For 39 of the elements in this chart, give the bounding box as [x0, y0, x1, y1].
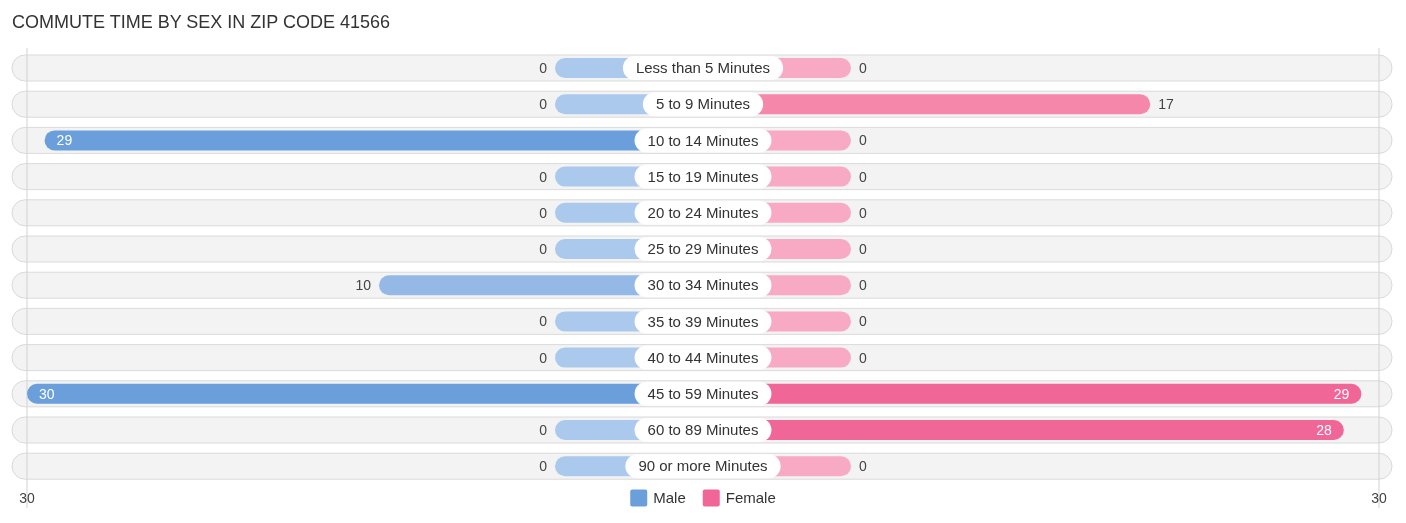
y-tick-label: 35 to 39 Minutes [647, 312, 759, 330]
y-tick-label: 40 to 44 Minutes [647, 348, 759, 366]
data-label: 0 [539, 59, 548, 76]
data-label: 17 [1158, 96, 1174, 113]
data-label: 29 [56, 132, 73, 149]
y-tick-label: 60 to 89 Minutes [647, 421, 759, 439]
data-label: 0 [859, 277, 867, 294]
data-label: 29 [1333, 385, 1350, 402]
data-label: 0 [859, 168, 867, 185]
y-tick-label: 10 to 14 Minutes [647, 131, 759, 149]
legend-label: Male [653, 489, 686, 507]
chart-title: COMMUTE TIME BY SEX IN ZIP CODE 41566 [12, 12, 391, 33]
data-label: 0 [859, 349, 867, 366]
data-label: 0 [539, 240, 548, 257]
data-label: 0 [539, 313, 548, 330]
data-label: 28 [1316, 421, 1333, 438]
data-label: 0 [859, 132, 867, 149]
data-label: 0 [859, 458, 867, 475]
y-tick-label: 25 to 29 Minutes [647, 240, 759, 258]
data-label: 0 [539, 204, 548, 221]
legend-label: Female [725, 489, 776, 507]
data-label: 0 [539, 421, 548, 438]
data-label: 0 [539, 349, 548, 366]
data-label: 0 [859, 240, 867, 257]
data-label: 0 [859, 204, 867, 221]
y-tick-label: 90 or more Minutes [638, 457, 768, 475]
y-tick-label: 30 to 34 Minutes [647, 276, 759, 294]
data-label: 0 [539, 458, 548, 475]
data-label: 0 [859, 313, 867, 330]
data-label: 10 [355, 277, 372, 294]
data-label: 0 [539, 96, 548, 113]
data-label: 0 [859, 59, 867, 76]
y-tick-label: 45 to 59 Minutes [647, 385, 759, 403]
y-tick-label: 15 to 19 Minutes [647, 167, 759, 185]
data-label: 30 [39, 385, 55, 402]
y-tick-label: Less than 5 Minutes [635, 59, 771, 77]
data-label: 0 [539, 168, 548, 185]
y-tick-label: 5 to 9 Minutes [655, 95, 751, 113]
y-tick-label: 20 to 24 Minutes [647, 204, 759, 222]
